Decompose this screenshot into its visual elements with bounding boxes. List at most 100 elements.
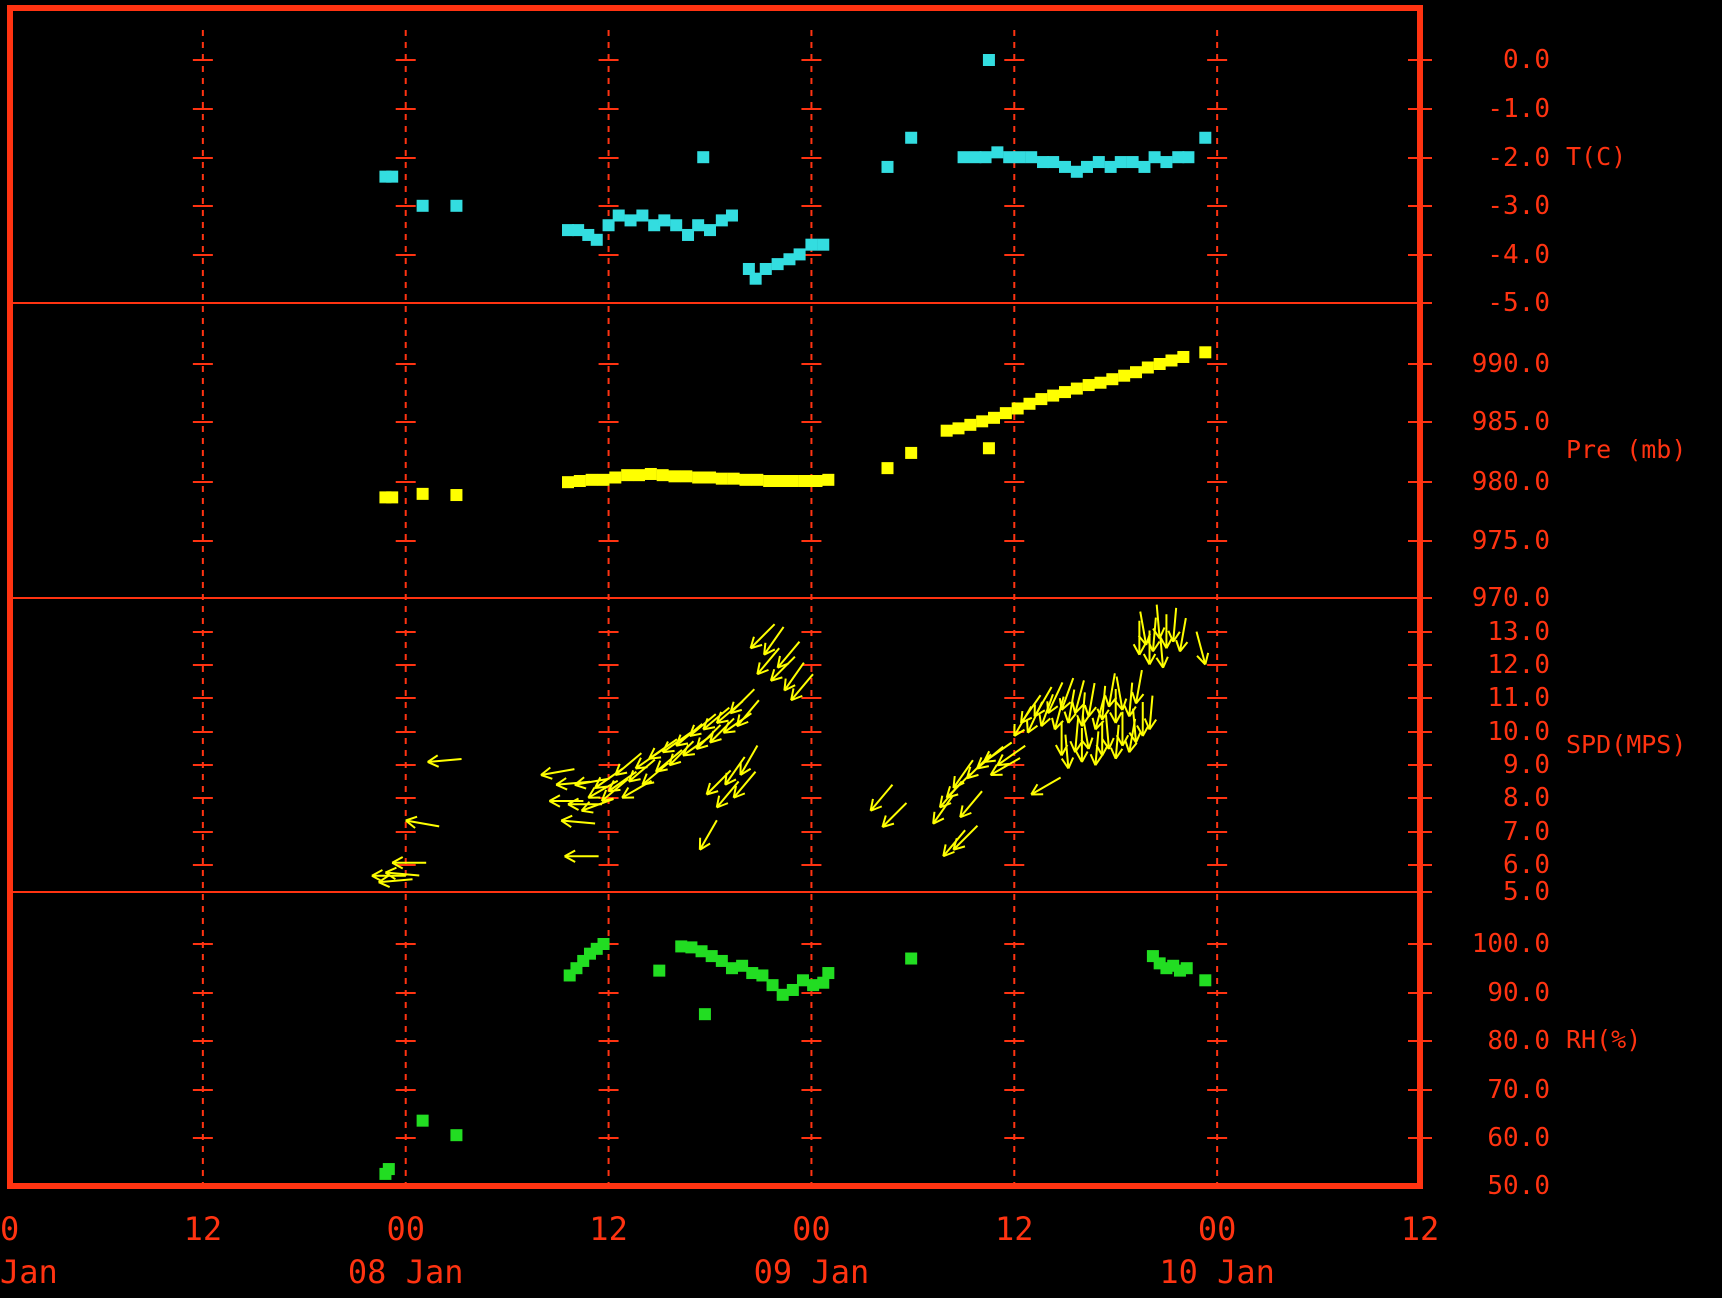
pressure-point bbox=[976, 415, 989, 428]
temperature-point bbox=[1126, 156, 1139, 169]
x-date-label: 08 Jan bbox=[348, 1253, 464, 1291]
wind-arrow bbox=[1033, 686, 1053, 718]
wind-arrow bbox=[1030, 776, 1062, 796]
wind-arrow bbox=[427, 754, 462, 768]
pressure-point bbox=[964, 418, 977, 431]
temperature-point bbox=[759, 262, 772, 275]
temperature-point bbox=[1059, 160, 1071, 173]
humidity-point bbox=[756, 969, 769, 982]
y-tick-label: -4.0 bbox=[1487, 240, 1550, 270]
humidity-point bbox=[450, 1129, 463, 1142]
pressure-point bbox=[739, 473, 752, 486]
humidity-point bbox=[675, 940, 688, 953]
temperature-point bbox=[1070, 165, 1083, 178]
wind-arrow bbox=[1114, 676, 1128, 711]
x-date-label: 09 Jan bbox=[754, 1253, 870, 1291]
temperature-point bbox=[624, 214, 637, 227]
y-tick-label: -1.0 bbox=[1487, 94, 1550, 124]
humidity-point bbox=[822, 967, 835, 980]
wind-arrow bbox=[688, 713, 717, 737]
pressure-point bbox=[450, 489, 463, 502]
wind-arrow bbox=[769, 656, 796, 682]
temperature-point bbox=[1092, 156, 1105, 169]
humidity-point bbox=[597, 938, 610, 950]
humidity-point bbox=[416, 1114, 429, 1127]
wind-arrow bbox=[1071, 680, 1085, 714]
pressure-point bbox=[786, 475, 799, 487]
y-tick-label: 13.0 bbox=[1487, 617, 1550, 647]
wind-arrow bbox=[749, 623, 776, 650]
wind-arrow bbox=[1115, 711, 1130, 747]
pressure-point bbox=[1011, 402, 1024, 415]
wind-arrow bbox=[627, 758, 656, 783]
y-tick-label: 990.0 bbox=[1472, 349, 1550, 379]
wind-arrow bbox=[580, 798, 614, 814]
temperature-point bbox=[1080, 160, 1093, 173]
pressure-point bbox=[1165, 354, 1178, 367]
wind-arrow bbox=[405, 815, 440, 829]
wind-arrow bbox=[1195, 631, 1210, 666]
wind-arrow bbox=[384, 866, 420, 880]
temperature-point bbox=[793, 248, 806, 261]
wind-arrow bbox=[1155, 633, 1169, 669]
y-axis-label: RH(%) bbox=[1566, 1025, 1641, 1054]
wind-arrow bbox=[1143, 695, 1158, 731]
pressure-point bbox=[1094, 376, 1107, 389]
pressure-point bbox=[562, 476, 574, 489]
x-date-label: 07 Jan bbox=[0, 1253, 58, 1291]
wind-arrow bbox=[654, 749, 683, 773]
temperature-point bbox=[805, 238, 818, 251]
humidity-point bbox=[695, 945, 708, 958]
wind-arrow bbox=[1075, 728, 1089, 763]
temperature-point bbox=[982, 54, 995, 66]
pressure-point bbox=[1153, 358, 1166, 370]
wind-arrow bbox=[614, 752, 643, 776]
wind-arrow bbox=[1109, 724, 1124, 760]
humidity-point bbox=[698, 1008, 711, 1021]
pressure-point bbox=[386, 491, 399, 504]
y-tick-label: 980.0 bbox=[1472, 467, 1550, 497]
pressure-point bbox=[656, 469, 669, 482]
pressure-point bbox=[704, 471, 716, 484]
humidity-point bbox=[807, 979, 820, 992]
temperature-point bbox=[450, 199, 463, 212]
humidity-point bbox=[736, 959, 749, 972]
temperature-point bbox=[1047, 156, 1060, 169]
temperature-point bbox=[725, 209, 738, 222]
y-tick-label: 970.0 bbox=[1472, 583, 1550, 613]
wind-arrow bbox=[698, 819, 718, 851]
y-tick-label: 60.0 bbox=[1487, 1123, 1550, 1153]
pressure-point bbox=[715, 472, 728, 485]
wind-arrow bbox=[1069, 718, 1083, 753]
pressure-point bbox=[1199, 346, 1212, 359]
y-axis-label: T(C) bbox=[1566, 142, 1626, 171]
y-tick-label: 5.0 bbox=[1503, 877, 1550, 907]
pressure-point bbox=[822, 473, 835, 486]
pressure-point bbox=[1141, 361, 1154, 374]
temperature-point bbox=[881, 160, 894, 173]
temperature-point bbox=[991, 146, 1004, 159]
pressure-point bbox=[982, 442, 995, 455]
y-tick-label: 50.0 bbox=[1487, 1171, 1550, 1201]
pressure-point bbox=[1130, 366, 1142, 379]
x-tick-label: 12 bbox=[184, 1210, 223, 1248]
pressure-point bbox=[1177, 350, 1190, 363]
temperature-point bbox=[957, 151, 970, 164]
wind-arrow bbox=[548, 794, 584, 808]
temperature-point bbox=[1025, 151, 1038, 164]
y-axis-label: Pre (mb) bbox=[1566, 435, 1686, 464]
pressure-point bbox=[775, 475, 787, 487]
pressure-point bbox=[597, 473, 610, 486]
humidity-point bbox=[715, 954, 728, 967]
pressure-point bbox=[1059, 386, 1071, 399]
wind-arrow bbox=[881, 802, 908, 828]
wind-arrow bbox=[1175, 617, 1189, 653]
temperature-point bbox=[612, 209, 625, 222]
wind-arrow bbox=[1060, 734, 1075, 770]
wind-arrow bbox=[1167, 607, 1181, 643]
pressure-point bbox=[585, 473, 598, 486]
temperature-point bbox=[1037, 156, 1050, 169]
wind-arrow bbox=[942, 829, 966, 858]
wind-arrow bbox=[1089, 731, 1103, 766]
